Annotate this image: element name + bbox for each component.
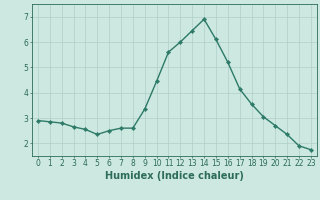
X-axis label: Humidex (Indice chaleur): Humidex (Indice chaleur) [105, 171, 244, 181]
